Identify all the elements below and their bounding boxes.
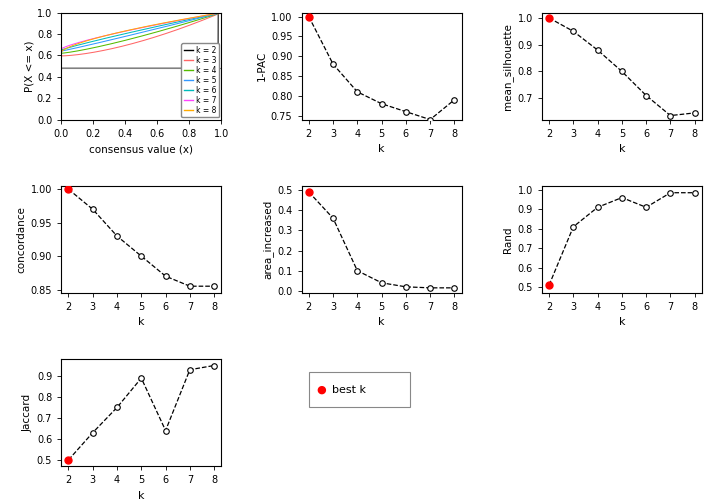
k = 5 bbox=[76, 44, 85, 50]
k = 5 bbox=[57, 48, 66, 54]
k = 8 bbox=[173, 18, 181, 24]
k = 7 bbox=[120, 28, 129, 34]
k = 3 bbox=[109, 45, 117, 51]
k = 7 bbox=[173, 18, 181, 24]
Text: ●: ● bbox=[317, 385, 327, 395]
k = 4 bbox=[76, 47, 85, 53]
Line: k = 6: k = 6 bbox=[61, 13, 222, 50]
k = 5 bbox=[120, 34, 129, 40]
k = 8 bbox=[158, 20, 166, 26]
Y-axis label: concordance: concordance bbox=[17, 206, 27, 273]
X-axis label: k: k bbox=[378, 144, 385, 154]
k = 5 bbox=[109, 36, 117, 42]
k = 2 bbox=[214, 10, 222, 16]
k = 4 bbox=[174, 23, 182, 29]
k = 6 bbox=[174, 19, 182, 25]
k = 7 bbox=[158, 21, 166, 27]
k = 5 bbox=[158, 24, 166, 30]
Text: best k: best k bbox=[332, 385, 366, 395]
k = 7 bbox=[217, 10, 226, 16]
k = 7 bbox=[76, 39, 85, 45]
k = 3 bbox=[173, 27, 181, 33]
k = 7 bbox=[174, 18, 182, 24]
Y-axis label: mean_silhouette: mean_silhouette bbox=[503, 23, 513, 109]
X-axis label: consensus value (x): consensus value (x) bbox=[89, 144, 193, 154]
Line: k = 3: k = 3 bbox=[61, 13, 222, 56]
Y-axis label: 1-PAC: 1-PAC bbox=[257, 51, 266, 81]
k = 6 bbox=[217, 10, 226, 16]
k = 3 bbox=[120, 43, 129, 49]
k = 8 bbox=[76, 40, 85, 46]
k = 6 bbox=[76, 41, 85, 47]
Y-axis label: Jaccard: Jaccard bbox=[22, 394, 32, 432]
k = 8 bbox=[217, 10, 226, 16]
k = 2 bbox=[217, 10, 226, 16]
X-axis label: k: k bbox=[138, 318, 145, 328]
k = 6 bbox=[109, 33, 117, 39]
X-axis label: k: k bbox=[618, 144, 625, 154]
Line: k = 5: k = 5 bbox=[61, 13, 222, 51]
k = 4 bbox=[120, 37, 129, 43]
k = 7 bbox=[57, 46, 66, 52]
k = 6 bbox=[57, 47, 66, 53]
k = 5 bbox=[217, 10, 226, 16]
k = 3 bbox=[158, 32, 166, 38]
k = 2 bbox=[214, 65, 222, 71]
k = 8 bbox=[174, 17, 182, 23]
k = 5 bbox=[173, 21, 181, 27]
Line: k = 4: k = 4 bbox=[61, 13, 222, 53]
k = 3 bbox=[57, 53, 66, 59]
k = 8 bbox=[109, 31, 117, 37]
k = 4 bbox=[173, 23, 181, 29]
Y-axis label: area_increased: area_increased bbox=[262, 200, 273, 279]
k = 4 bbox=[109, 40, 117, 46]
Line: k = 8: k = 8 bbox=[61, 13, 222, 52]
k = 3 bbox=[76, 51, 85, 57]
k = 7 bbox=[109, 31, 117, 37]
k = 4 bbox=[57, 50, 66, 56]
k = 6 bbox=[120, 31, 129, 37]
k = 4 bbox=[217, 10, 226, 16]
k = 3 bbox=[217, 10, 226, 16]
k = 4 bbox=[158, 27, 166, 33]
k = 3 bbox=[174, 27, 182, 33]
k = 6 bbox=[173, 19, 181, 25]
Y-axis label: Rand: Rand bbox=[503, 226, 513, 253]
k = 8 bbox=[57, 49, 66, 55]
k = 6 bbox=[158, 22, 166, 28]
k = 2 bbox=[57, 116, 66, 122]
X-axis label: k: k bbox=[618, 318, 625, 328]
X-axis label: k: k bbox=[378, 318, 385, 328]
k = 8 bbox=[120, 28, 129, 34]
k = 5 bbox=[174, 21, 182, 27]
Y-axis label: P(X <= x): P(X <= x) bbox=[24, 40, 34, 92]
Legend: k = 2, k = 3, k = 4, k = 5, k = 6, k = 7, k = 8: k = 2, k = 3, k = 4, k = 5, k = 6, k = 7… bbox=[181, 43, 219, 117]
Line: k = 7: k = 7 bbox=[61, 13, 222, 49]
X-axis label: k: k bbox=[138, 491, 145, 501]
Line: k = 2: k = 2 bbox=[61, 13, 222, 119]
k = 2 bbox=[57, 65, 66, 71]
